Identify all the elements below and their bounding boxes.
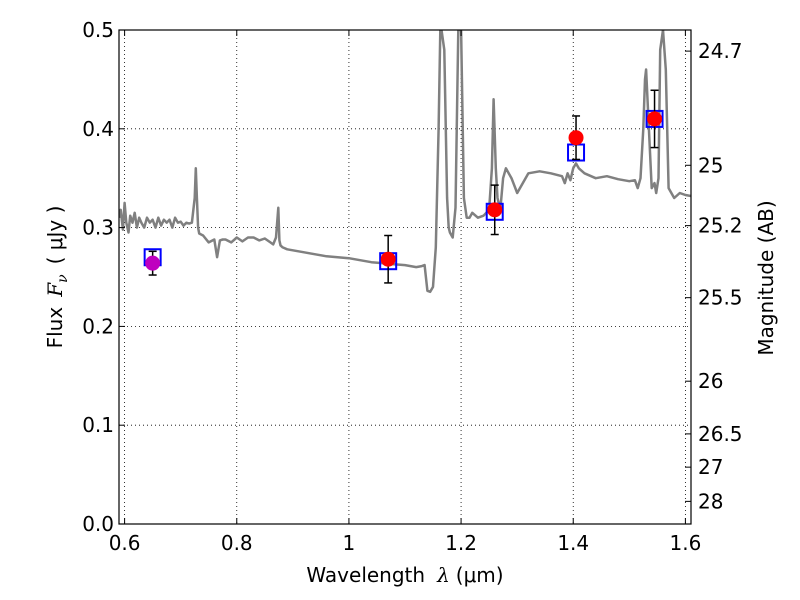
right-tick-label: 25 bbox=[698, 153, 723, 177]
right-tick-label: 28 bbox=[698, 489, 723, 513]
y-axis-ticks: 0.0 0.1 0.2 0.3 0.4 0.5 bbox=[82, 18, 125, 536]
right-tick-label: 26 bbox=[698, 369, 723, 393]
measured-flux-point bbox=[487, 202, 503, 218]
right-tick-label: 24.7 bbox=[698, 39, 743, 63]
plot-area-clip-group bbox=[119, 30, 691, 294]
x-tick-label: 1 bbox=[343, 531, 356, 555]
data-markers bbox=[143, 89, 664, 284]
grid bbox=[119, 29, 691, 525]
y-tick-label: 0.0 bbox=[82, 512, 114, 536]
model-spectrum-line bbox=[119, 30, 691, 294]
x-tick-label: 0.6 bbox=[109, 531, 141, 555]
x-tick-label: 0.8 bbox=[221, 531, 253, 555]
plot-frame bbox=[118, 29, 692, 525]
x-tick-label: 1.4 bbox=[557, 531, 589, 555]
right-tick-label: 26.5 bbox=[698, 422, 743, 446]
x-tick-label: 1.2 bbox=[445, 531, 477, 555]
y-tick-label: 0.5 bbox=[82, 18, 114, 42]
right-axis-ticks: 24.7 25 25.2 25.5 26 26.5 27 28 bbox=[685, 39, 743, 513]
measured-flux-point bbox=[380, 251, 396, 267]
y-tick-label: 0.4 bbox=[82, 117, 114, 141]
right-tick-label: 27 bbox=[698, 455, 723, 479]
x-axis-ticks: 0.6 0.8 1 1.2 1.4 1.6 bbox=[109, 30, 701, 555]
x-tick-label: 1.6 bbox=[669, 531, 701, 555]
measured-flux-point bbox=[568, 130, 584, 146]
x-axis-label: Wavelength λ (μm) bbox=[306, 563, 503, 587]
right-axis-label: Magnitude (AB) bbox=[754, 200, 778, 355]
measured-flux-point bbox=[145, 255, 161, 271]
measured-flux-point bbox=[647, 111, 663, 127]
y-tick-label: 0.3 bbox=[82, 216, 114, 240]
y-axis-label: FluxFν( μJy ) bbox=[43, 206, 71, 349]
right-tick-label: 25.5 bbox=[698, 286, 743, 310]
y-tick-label: 0.1 bbox=[82, 413, 114, 437]
y-tick-label: 0.2 bbox=[82, 314, 114, 338]
right-tick-label: 25.2 bbox=[698, 214, 743, 238]
